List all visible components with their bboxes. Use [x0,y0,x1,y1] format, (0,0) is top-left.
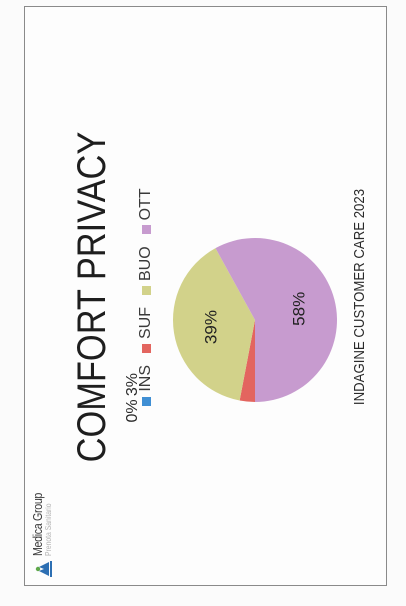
logo: Medica Group Prenota Sanitario [30,479,65,579]
slice-label-suf: 3% [124,373,141,396]
pie-slice-suf [239,320,255,402]
footer-caption: INDAGINE CUSTOMER CARE 2023 [351,188,368,406]
pie-slice-ott [215,238,337,402]
medica-logo-icon [35,561,52,577]
pie-slice-buo [173,248,255,401]
slice-label-ins: 0% [124,399,141,422]
slice-label-buo: 39% [201,310,220,344]
slice-label-ott: 58% [290,292,309,326]
slide: Medica Group Prenota Sanitario COMFORT P… [25,7,388,587]
slide-frame: Medica Group Prenota Sanitario COMFORT P… [24,6,387,586]
pie-chart: 0% 3% 39% 58% [124,238,337,422]
